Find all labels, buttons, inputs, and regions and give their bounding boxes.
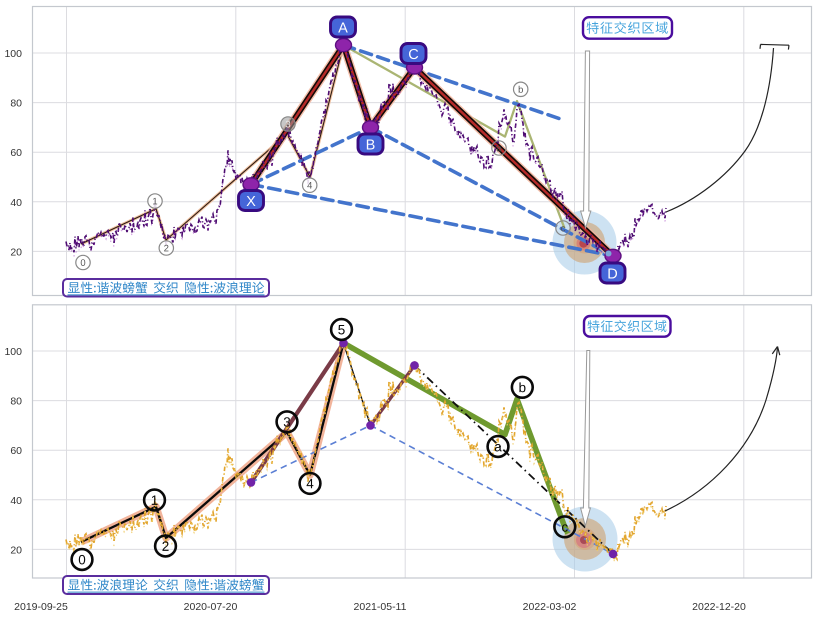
svg-text:20: 20 xyxy=(10,246,22,258)
svg-text:80: 80 xyxy=(10,98,22,110)
svg-text:60: 60 xyxy=(10,445,22,457)
svg-text:2020-07-20: 2020-07-20 xyxy=(184,601,238,613)
svg-text:40: 40 xyxy=(10,495,22,507)
svg-text:100: 100 xyxy=(4,346,22,358)
svg-text:2022-03-02: 2022-03-02 xyxy=(523,601,577,613)
svg-text:80: 80 xyxy=(10,396,22,408)
svg-text:60: 60 xyxy=(10,147,22,159)
svg-text:2021-05-11: 2021-05-11 xyxy=(354,601,407,613)
svg-text:2022-12-20: 2022-12-20 xyxy=(692,601,746,613)
svg-text:20: 20 xyxy=(10,544,22,556)
svg-text:2019-09-25: 2019-09-25 xyxy=(14,601,68,613)
svg-text:100: 100 xyxy=(4,48,22,60)
svg-text:40: 40 xyxy=(10,197,22,209)
